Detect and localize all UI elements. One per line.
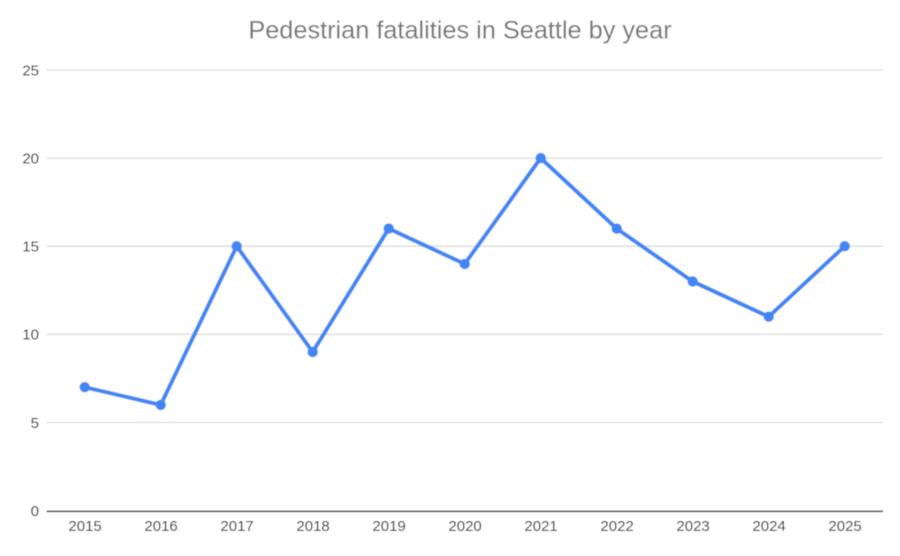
svg-text:2015: 2015: [68, 518, 101, 535]
svg-text:15: 15: [22, 239, 39, 256]
svg-text:20: 20: [22, 150, 39, 167]
svg-text:2022: 2022: [600, 518, 633, 535]
svg-text:2019: 2019: [372, 518, 405, 535]
svg-text:2020: 2020: [448, 518, 481, 535]
svg-text:2023: 2023: [676, 518, 709, 535]
svg-text:10: 10: [22, 327, 39, 344]
svg-text:2024: 2024: [752, 518, 785, 535]
svg-text:2017: 2017: [220, 518, 253, 535]
svg-text:2018: 2018: [296, 518, 329, 535]
svg-text:2025: 2025: [828, 518, 861, 535]
svg-text:2016: 2016: [144, 518, 177, 535]
svg-text:5: 5: [31, 415, 39, 432]
svg-text:0: 0: [31, 503, 39, 520]
svg-text:Pedestrian fatalities in Seatt: Pedestrian fatalities in Seattle by year: [248, 16, 671, 44]
svg-text:2021: 2021: [524, 518, 557, 535]
svg-text:25: 25: [22, 62, 39, 79]
